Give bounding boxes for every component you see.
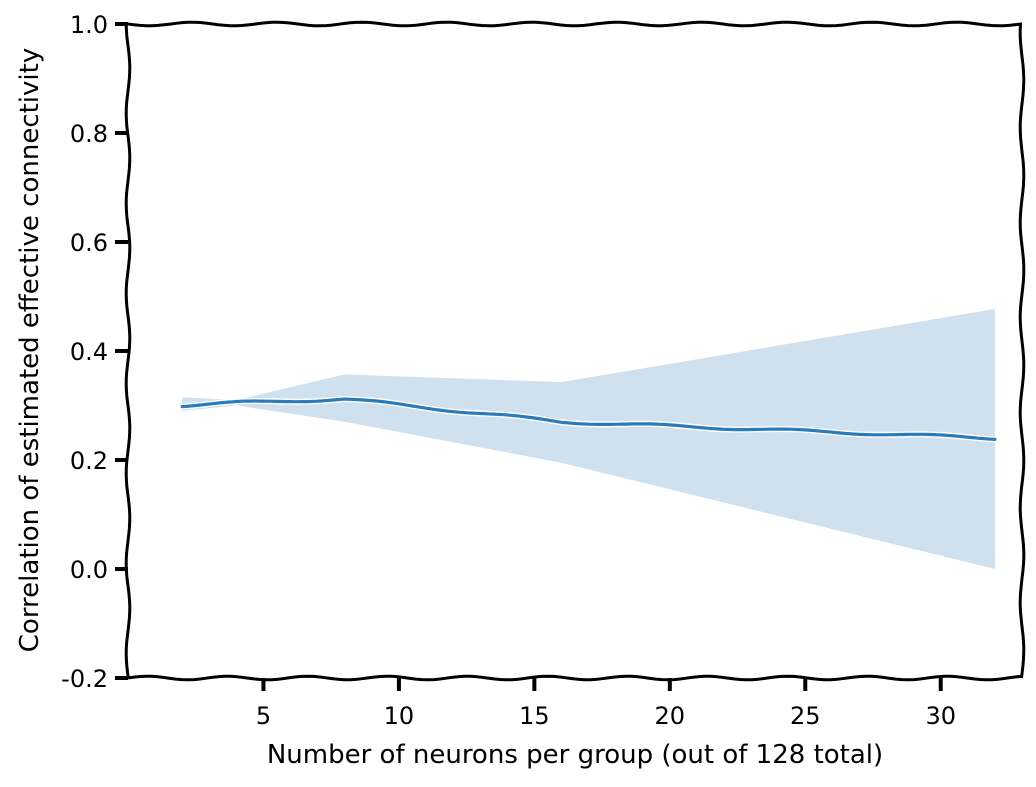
x-tick-label: 30 [925, 702, 956, 730]
confidence-band [182, 309, 995, 569]
x-tick-label: 5 [256, 702, 271, 730]
y-tick-label: 0.0 [70, 556, 108, 584]
y-tick-label: 0.8 [70, 120, 108, 148]
y-tick-label: 1.0 [70, 11, 108, 39]
x-axis-title: Number of neurons per group (out of 128 … [267, 740, 883, 770]
x-tick-label: 15 [519, 702, 550, 730]
plot-frame [124, 20, 1026, 682]
y-axis-ticks: -0.2 0.0 0.2 0.4 0.6 0.8 1.0 [61, 11, 128, 693]
y-tick-label: -0.2 [61, 665, 108, 693]
y-tick-label: 0.2 [70, 447, 108, 475]
series-line [180, 397, 997, 441]
x-tick-label: 10 [384, 702, 415, 730]
x-tick-label: 20 [655, 702, 686, 730]
y-axis-title: Correlation of estimated effective conne… [15, 48, 45, 652]
x-axis-ticks: 5 10 15 20 25 30 [256, 678, 956, 730]
y-tick-label: 0.6 [70, 229, 108, 257]
y-tick-label: 0.4 [70, 338, 108, 366]
series-line-layer [179, 395, 998, 443]
confidence-band-layer [182, 309, 995, 569]
x-tick-label: 25 [790, 702, 821, 730]
